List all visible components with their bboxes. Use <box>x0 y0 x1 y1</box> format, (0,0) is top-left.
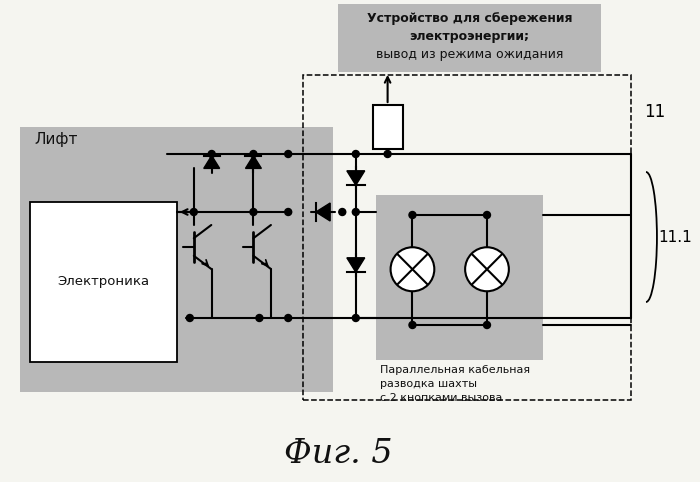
Circle shape <box>190 209 197 215</box>
Circle shape <box>250 209 257 215</box>
Text: электроэнергии;: электроэнергии; <box>410 30 530 43</box>
Circle shape <box>339 209 346 215</box>
Text: Устройство для сбережения: Устройство для сбережения <box>367 12 573 25</box>
Circle shape <box>384 150 391 158</box>
Circle shape <box>465 247 509 291</box>
Text: 11: 11 <box>644 103 665 121</box>
Circle shape <box>352 150 359 158</box>
Text: вывод из режима ожидания: вывод из режима ожидания <box>376 48 564 61</box>
Polygon shape <box>316 203 330 221</box>
Circle shape <box>409 212 416 218</box>
Bar <box>376 195 542 360</box>
Text: Лифт: Лифт <box>35 132 78 147</box>
Circle shape <box>256 314 263 321</box>
Circle shape <box>484 212 491 218</box>
Text: разводка шахты: разводка шахты <box>379 379 477 389</box>
Circle shape <box>484 321 491 329</box>
Text: 11.1: 11.1 <box>658 229 692 244</box>
Bar <box>372 105 402 149</box>
Circle shape <box>208 150 215 158</box>
Circle shape <box>285 150 292 158</box>
Circle shape <box>285 209 292 215</box>
Text: Фиг. 5: Фиг. 5 <box>284 438 392 470</box>
Polygon shape <box>246 156 261 168</box>
Bar <box>30 202 177 362</box>
Circle shape <box>352 209 359 215</box>
Bar <box>303 75 631 400</box>
Bar <box>20 127 333 392</box>
Circle shape <box>285 314 292 321</box>
Bar <box>338 4 601 72</box>
Circle shape <box>352 314 359 321</box>
Circle shape <box>391 247 434 291</box>
Circle shape <box>409 321 416 329</box>
Text: Параллельная кабельная: Параллельная кабельная <box>379 365 530 375</box>
Polygon shape <box>204 156 220 168</box>
Text: с 2 кнопками вызова: с 2 кнопками вызова <box>379 393 502 403</box>
Circle shape <box>186 314 193 321</box>
Text: Электроника: Электроника <box>57 276 149 289</box>
Polygon shape <box>347 171 365 185</box>
Circle shape <box>250 150 257 158</box>
Polygon shape <box>347 258 365 272</box>
